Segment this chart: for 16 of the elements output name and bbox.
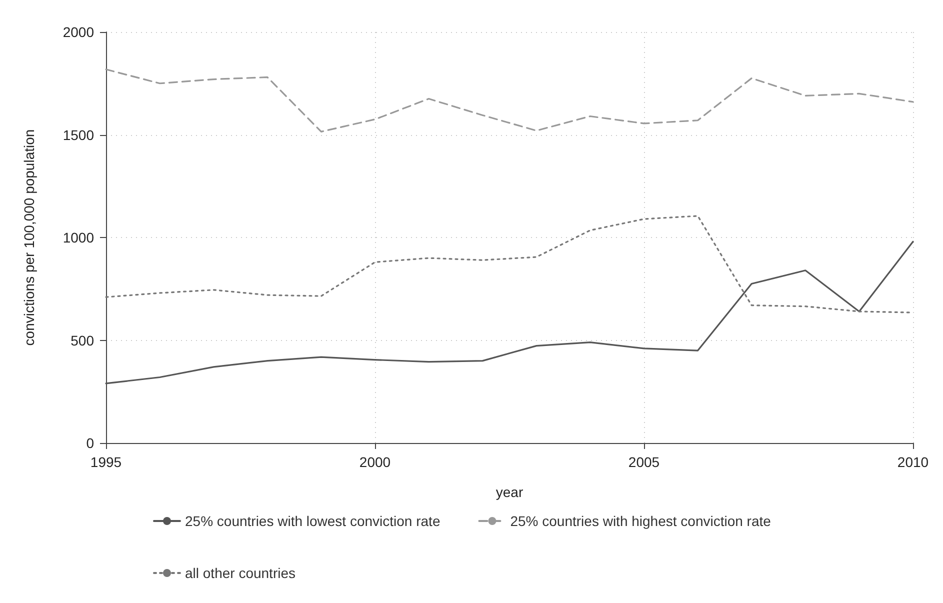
legend-label: all other countries <box>185 565 296 581</box>
x-tick-label: 2005 <box>628 454 660 470</box>
x-tick-label: 2000 <box>359 454 391 470</box>
legend-label: 25% countries with lowest conviction rate <box>185 513 440 529</box>
x-axis-title: year <box>496 484 524 500</box>
y-axis-title: convictions per 100,000 population <box>21 129 37 346</box>
y-tick-label: 2000 <box>62 24 94 40</box>
y-tick-label: 1500 <box>62 126 94 143</box>
line-series <box>105 240 914 384</box>
y-tick-label: 0 <box>86 435 94 451</box>
line-series <box>105 68 914 132</box>
y-tick-label: 1000 <box>62 230 94 246</box>
y-tick-label: 500 <box>70 332 94 348</box>
legend-label: 25% countries with highest conviction rate <box>510 513 772 529</box>
x-tick-label: 2010 <box>897 454 929 470</box>
x-tick-label: 1995 <box>90 454 122 470</box>
